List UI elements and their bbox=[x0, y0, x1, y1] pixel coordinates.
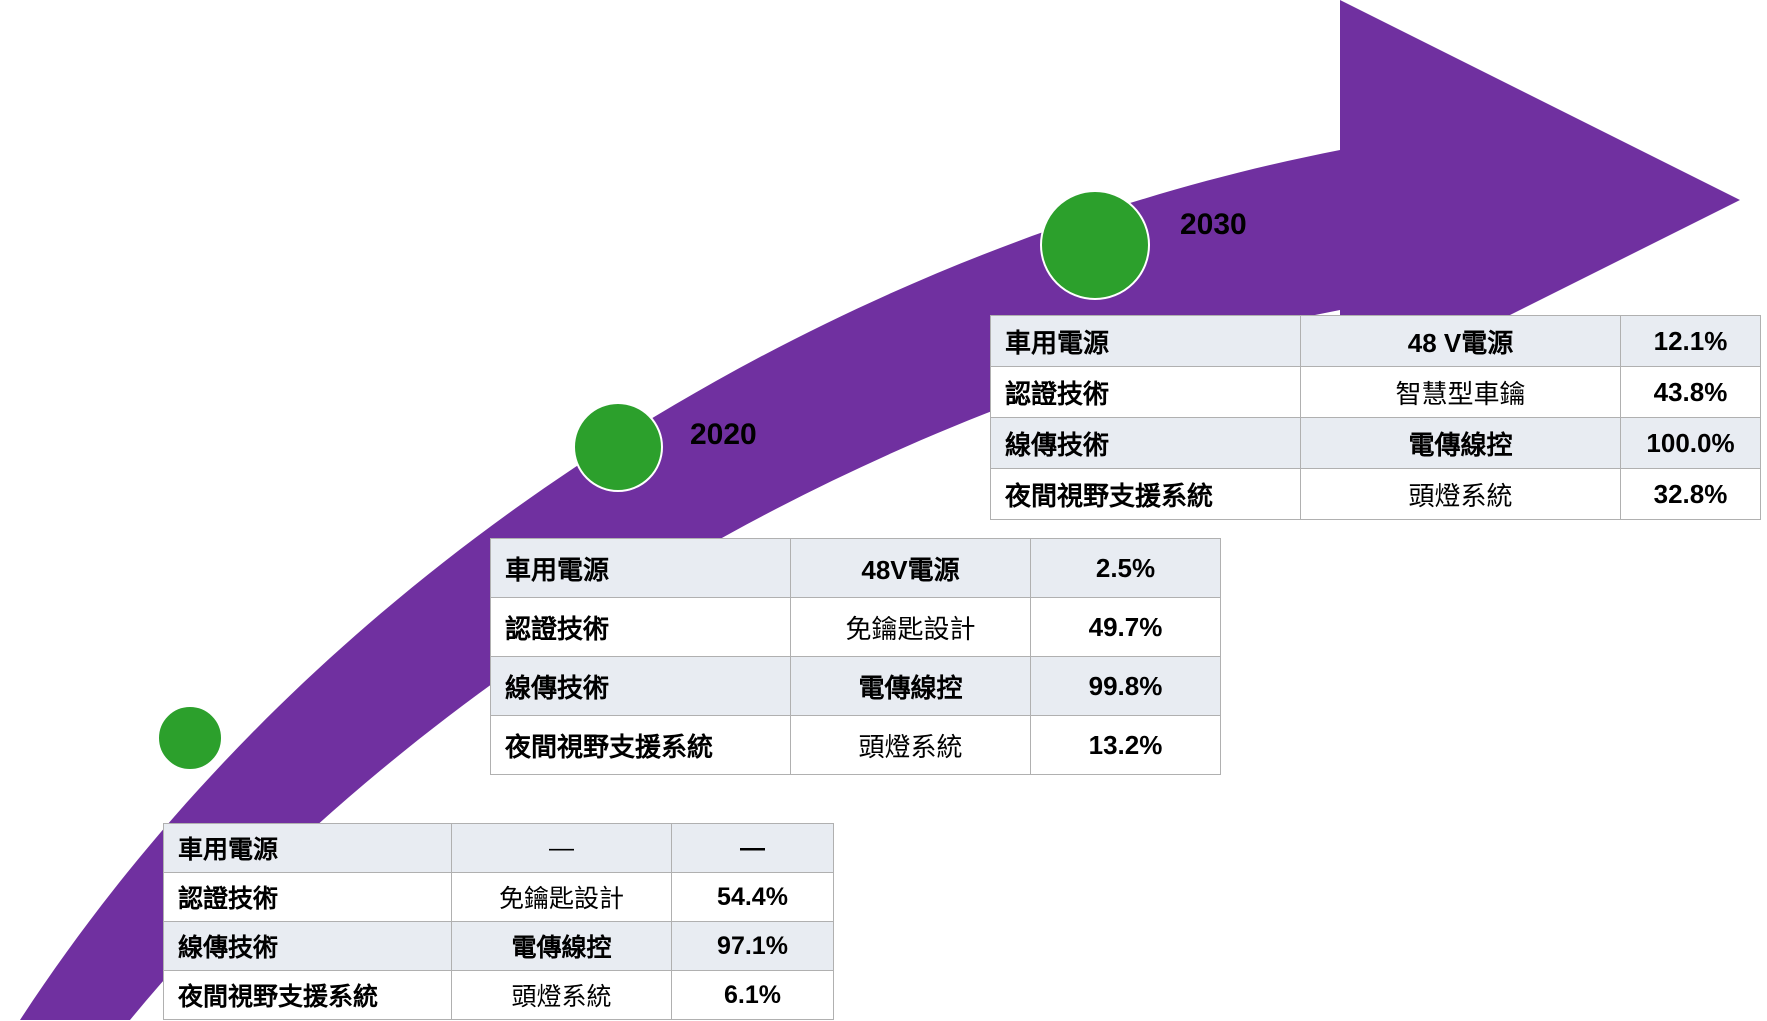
item-cell: 智慧型車鑰 bbox=[1301, 367, 1621, 418]
category-cell: 夜間視野支援系統 bbox=[164, 971, 452, 1020]
item-cell: 電傳線控 bbox=[452, 922, 672, 971]
percent-cell: 99.8% bbox=[1031, 657, 1221, 716]
table-row: 車用電源—— bbox=[164, 824, 834, 873]
item-cell: 頭燈系統 bbox=[452, 971, 672, 1020]
table-row: 線傳技術電傳線控97.1% bbox=[164, 922, 834, 971]
item-cell: 48 V電源 bbox=[1301, 316, 1621, 367]
year-label-2015: 2015 bbox=[248, 650, 315, 684]
category-cell: 認證技術 bbox=[991, 367, 1301, 418]
table-row: 夜間視野支援系統頭燈系統32.8% bbox=[991, 469, 1761, 520]
category-cell: 車用電源 bbox=[164, 824, 452, 873]
percent-cell: 43.8% bbox=[1621, 367, 1761, 418]
percent-cell: 100.0% bbox=[1621, 418, 1761, 469]
category-cell: 認證技術 bbox=[491, 598, 791, 657]
category-cell: 線傳技術 bbox=[491, 657, 791, 716]
table-row: 車用電源48 V電源12.1% bbox=[991, 316, 1761, 367]
percent-cell: 13.2% bbox=[1031, 716, 1221, 775]
table-row: 認證技術免鑰匙設計49.7% bbox=[491, 598, 1221, 657]
category-cell: 線傳技術 bbox=[991, 418, 1301, 469]
item-cell: 免鑰匙設計 bbox=[452, 873, 672, 922]
table-2020: 車用電源48V電源2.5%認證技術免鑰匙設計49.7%線傳技術電傳線控99.8%… bbox=[490, 538, 1221, 775]
year-label-2020: 2020 bbox=[690, 418, 757, 452]
percent-cell: 97.1% bbox=[672, 922, 834, 971]
item-cell: 電傳線控 bbox=[791, 657, 1031, 716]
item-cell: — bbox=[452, 824, 672, 873]
table-row: 線傳技術電傳線控99.8% bbox=[491, 657, 1221, 716]
percent-cell: 32.8% bbox=[1621, 469, 1761, 520]
table-row: 線傳技術電傳線控100.0% bbox=[991, 418, 1761, 469]
table-row: 夜間視野支援系統頭燈系統6.1% bbox=[164, 971, 834, 1020]
table-row: 認證技術免鑰匙設計54.4% bbox=[164, 873, 834, 922]
year-label-2030: 2030 bbox=[1180, 208, 1247, 242]
table-row: 車用電源48V電源2.5% bbox=[491, 539, 1221, 598]
marker-2020 bbox=[573, 402, 663, 492]
category-cell: 車用電源 bbox=[491, 539, 791, 598]
percent-cell: 49.7% bbox=[1031, 598, 1221, 657]
item-cell: 電傳線控 bbox=[1301, 418, 1621, 469]
table-row: 夜間視野支援系統頭燈系統13.2% bbox=[491, 716, 1221, 775]
category-cell: 夜間視野支援系統 bbox=[491, 716, 791, 775]
percent-cell: 2.5% bbox=[1031, 539, 1221, 598]
percent-cell: 54.4% bbox=[672, 873, 834, 922]
percent-cell: 6.1% bbox=[672, 971, 834, 1020]
category-cell: 車用電源 bbox=[991, 316, 1301, 367]
infographic-stage: 2015 2020 2030 車用電源——認證技術免鑰匙設計54.4%線傳技術電… bbox=[0, 0, 1767, 1021]
table-2015: 車用電源——認證技術免鑰匙設計54.4%線傳技術電傳線控97.1%夜間視野支援系… bbox=[163, 823, 834, 1020]
category-cell: 線傳技術 bbox=[164, 922, 452, 971]
item-cell: 頭燈系統 bbox=[1301, 469, 1621, 520]
percent-cell: — bbox=[672, 824, 834, 873]
item-cell: 免鑰匙設計 bbox=[791, 598, 1031, 657]
marker-2015 bbox=[157, 705, 223, 771]
item-cell: 48V電源 bbox=[791, 539, 1031, 598]
category-cell: 夜間視野支援系統 bbox=[991, 469, 1301, 520]
table-row: 認證技術智慧型車鑰43.8% bbox=[991, 367, 1761, 418]
percent-cell: 12.1% bbox=[1621, 316, 1761, 367]
table-2030: 車用電源48 V電源12.1%認證技術智慧型車鑰43.8%線傳技術電傳線控100… bbox=[990, 315, 1761, 520]
item-cell: 頭燈系統 bbox=[791, 716, 1031, 775]
category-cell: 認證技術 bbox=[164, 873, 452, 922]
marker-2030 bbox=[1040, 190, 1150, 300]
